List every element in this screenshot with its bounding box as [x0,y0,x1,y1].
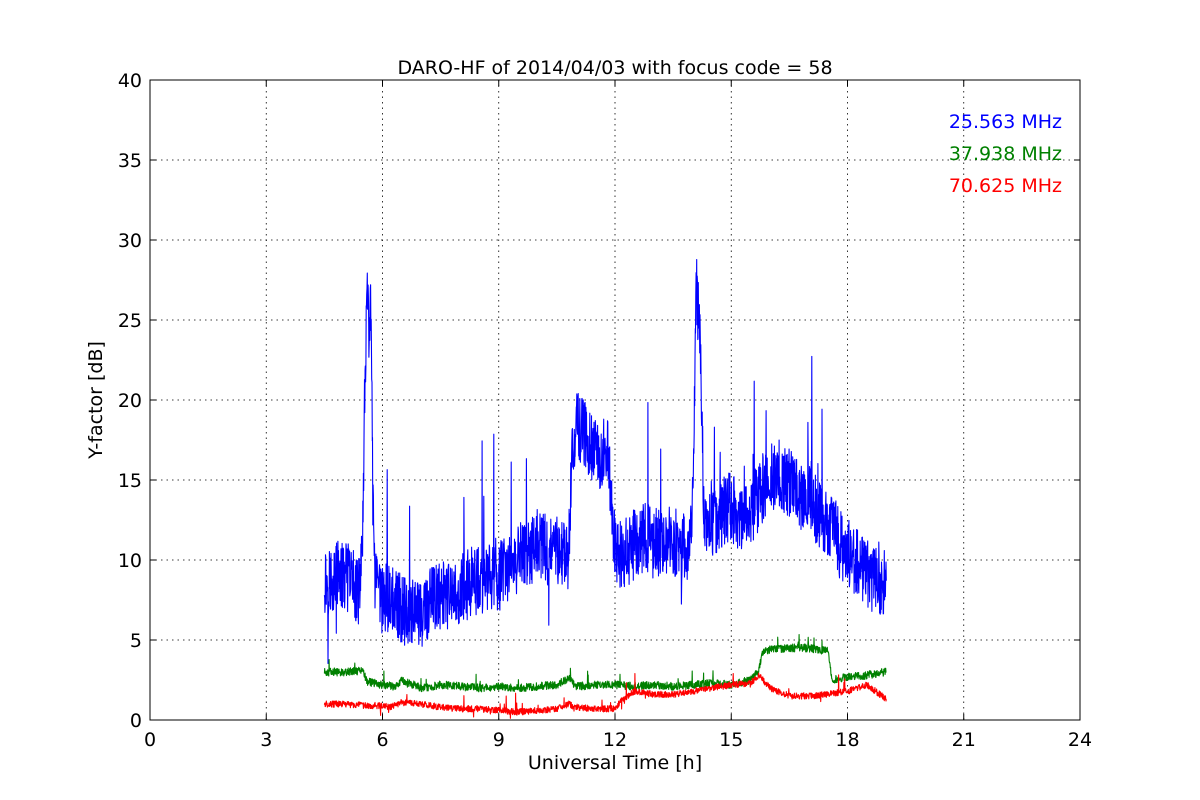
y-tick-label: 35 [118,150,142,172]
chart-title: DARO-HF of 2014/04/03 with focus code = … [397,57,832,79]
series-line-1 [323,258,887,665]
y-tick-label: 10 [118,550,142,572]
y-axis-label: Y-factor [dB] [85,341,107,460]
y-tick-label: 40 [118,70,142,92]
x-tick-label: 12 [603,729,627,751]
x-tick-label: 24 [1068,729,1092,751]
y-tick-label: 30 [118,230,142,252]
x-tick-label: 3 [260,729,272,751]
legend: 25.563 MHz 37.938 MHz 70.625 MHz [949,111,1062,197]
legend-entry-1: 25.563 MHz [949,111,1062,133]
y-tick-label: 5 [130,630,142,652]
y-tick-label: 20 [118,390,142,412]
x-tick-label: 18 [835,729,859,751]
x-tick-label: 0 [144,729,156,751]
x-tick-label: 21 [952,729,976,751]
y-tick-label: 25 [118,310,142,332]
axis-ticks: 0 3 6 9 12 15 18 21 24 0 5 10 15 20 25 30 35 40 [118,70,1092,751]
y-tick-label: 0 [130,710,142,732]
x-tick-label: 9 [493,729,505,751]
legend-entry-3: 70.625 MHz [949,175,1062,197]
x-tick-label: 15 [719,729,743,751]
y-tick-label: 15 [118,470,142,492]
grid [150,80,1080,720]
series-layer [323,258,887,719]
series-line-2 [323,634,887,693]
x-tick-label: 6 [376,729,388,751]
series-line-3 [323,672,887,719]
x-axis-label: Universal Time [h] [528,752,702,774]
legend-entry-2: 37.938 MHz [949,143,1062,165]
